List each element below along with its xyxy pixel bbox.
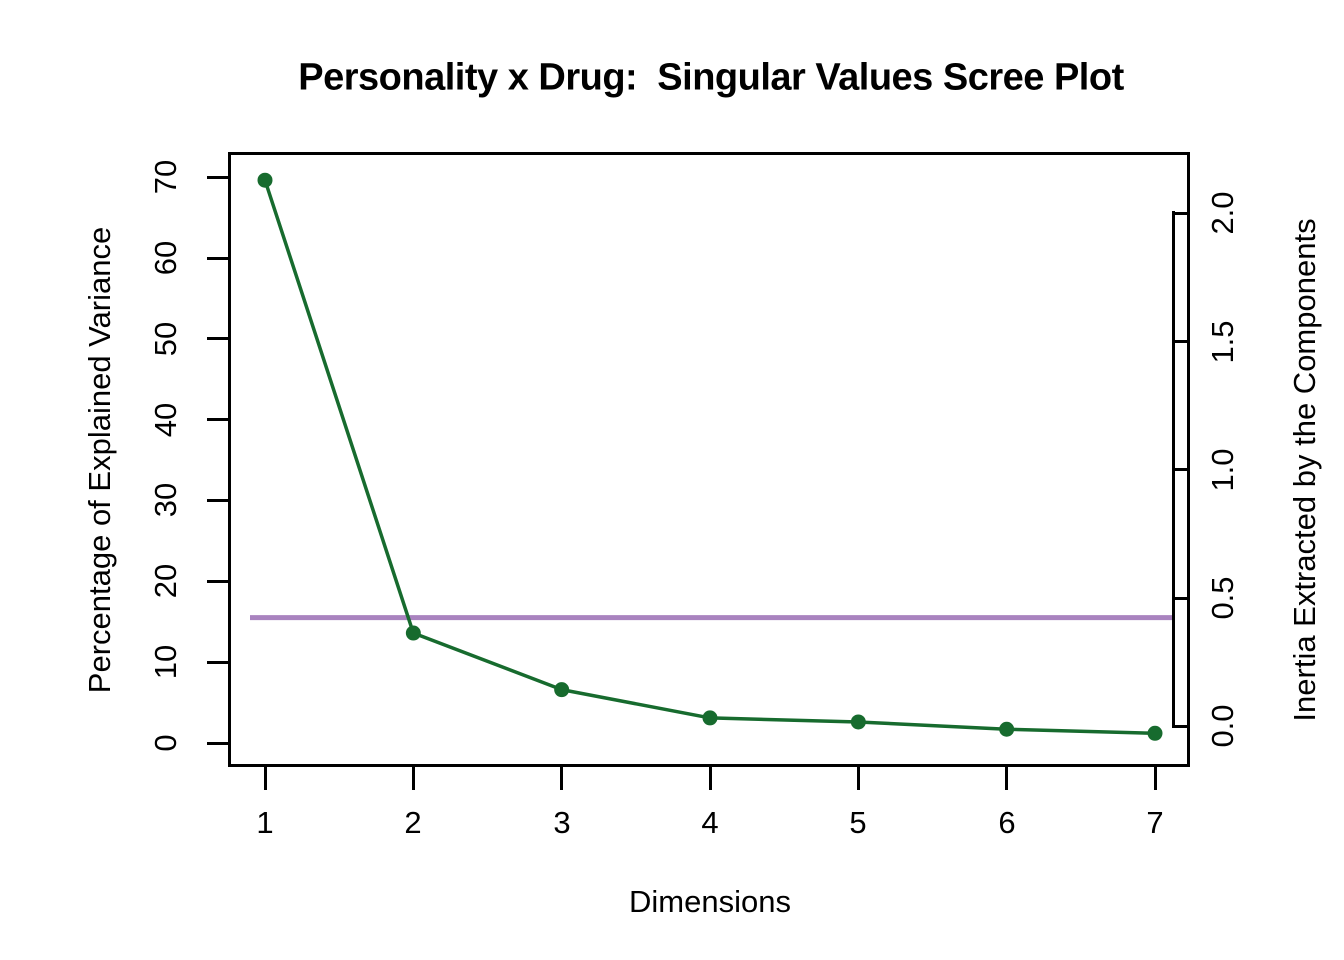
right-axis-tick-label: 1.0 (1205, 448, 1240, 492)
x-axis-tick-label: 2 (404, 805, 422, 840)
y-axis-tick-label: 60 (148, 240, 183, 276)
y-axis-tick-label: 70 (148, 159, 183, 195)
right-axis-tick-label: 1.5 (1205, 320, 1240, 364)
right-axis-tick (1172, 340, 1190, 343)
x-axis-tick (411, 767, 415, 790)
right-axis-tick-label: 0.0 (1205, 704, 1240, 748)
right-axis-tick-label: 2.0 (1205, 191, 1240, 235)
x-axis-tick-label: 1 (256, 805, 274, 840)
y-axis-tick (207, 660, 230, 664)
x-axis-tick-label: 5 (849, 805, 867, 840)
y-axis-tick (207, 418, 230, 421)
y-axis-tick-label: 20 (148, 563, 183, 599)
y-axis-tick (207, 499, 230, 502)
x-axis-tick-label: 4 (701, 805, 719, 840)
right-axis-tick (1172, 724, 1190, 728)
right-axis-tick (1172, 211, 1190, 215)
x-axis-tick-label: 6 (998, 805, 1016, 840)
plot-frame (228, 152, 1190, 767)
x-axis-tick (1153, 767, 1157, 790)
y-axis-tick (207, 579, 230, 583)
x-axis-tick (1005, 767, 1009, 790)
chart-title: Personality x Drug: Singular Values Scre… (298, 56, 1124, 99)
y-axis-title-left: Percentage of Explained Variance (82, 226, 117, 694)
x-axis-tick (560, 767, 564, 790)
right-axis-tick (1172, 468, 1190, 471)
y-axis-title-right: Inertia Extracted by the Components (1287, 218, 1322, 722)
y-axis-tick-label: 0 (148, 734, 183, 752)
y-axis-tick (207, 256, 230, 260)
x-axis-tick (708, 767, 712, 790)
right-axis-tick-label: 0.5 (1205, 576, 1240, 620)
x-axis-title: Dimensions (629, 884, 791, 919)
y-axis-tick (207, 337, 230, 340)
y-axis-tick (207, 741, 230, 745)
right-axis-tick (1172, 596, 1190, 600)
y-axis-tick-label: 50 (148, 321, 183, 357)
x-axis-tick (263, 767, 267, 790)
y-axis-tick-label: 30 (148, 482, 183, 518)
x-axis-tick-label: 3 (553, 805, 571, 840)
y-axis-tick-label: 40 (148, 402, 183, 438)
x-axis-tick-label: 7 (1146, 805, 1164, 840)
x-axis-tick (856, 767, 860, 790)
y-axis-tick-label: 10 (148, 644, 183, 680)
y-axis-tick (207, 175, 230, 179)
